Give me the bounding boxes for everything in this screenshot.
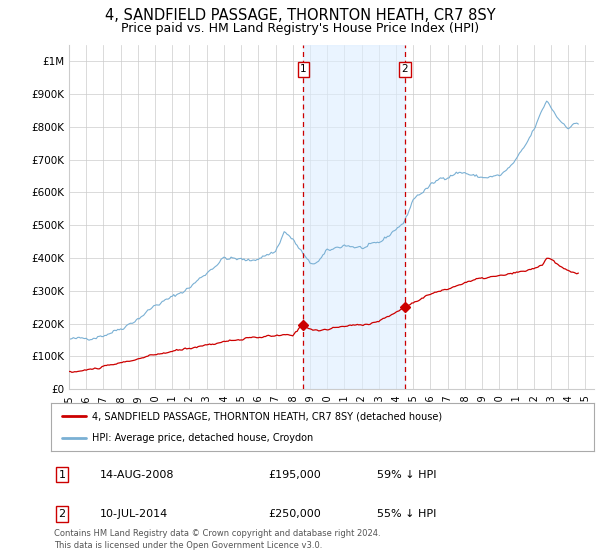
Text: 55% ↓ HPI: 55% ↓ HPI [377,509,436,519]
Text: £250,000: £250,000 [268,509,321,519]
Text: 2: 2 [401,64,409,74]
Text: 1: 1 [58,470,65,479]
Text: 14-AUG-2008: 14-AUG-2008 [100,470,175,479]
Text: 4, SANDFIELD PASSAGE, THORNTON HEATH, CR7 8SY (detached house): 4, SANDFIELD PASSAGE, THORNTON HEATH, CR… [92,411,442,421]
Text: 1: 1 [300,64,307,74]
Text: 59% ↓ HPI: 59% ↓ HPI [377,470,436,479]
Text: 2: 2 [58,509,65,519]
Text: Contains HM Land Registry data © Crown copyright and database right 2024.
This d: Contains HM Land Registry data © Crown c… [54,529,380,550]
Text: Price paid vs. HM Land Registry's House Price Index (HPI): Price paid vs. HM Land Registry's House … [121,22,479,35]
Text: £195,000: £195,000 [268,470,321,479]
Bar [304,45,405,389]
Text: HPI: Average price, detached house, Croydon: HPI: Average price, detached house, Croy… [92,433,313,443]
Text: 4, SANDFIELD PASSAGE, THORNTON HEATH, CR7 8SY: 4, SANDFIELD PASSAGE, THORNTON HEATH, CR… [104,8,496,24]
Text: 10-JUL-2014: 10-JUL-2014 [100,509,168,519]
